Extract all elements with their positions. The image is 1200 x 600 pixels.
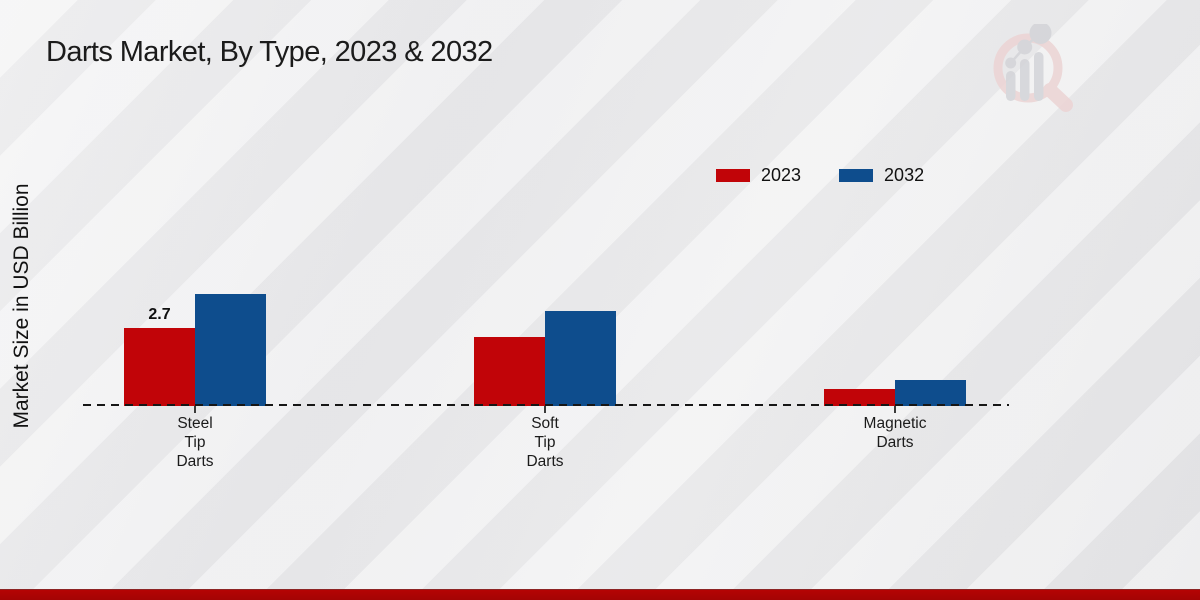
bar-2023-steel-tip-darts [124, 328, 195, 406]
bar-2023-soft-tip-darts [474, 336, 545, 406]
category-label-steel-tip-darts: Steel Tip Darts [176, 415, 214, 470]
x-axis-baseline [83, 404, 1009, 406]
bar-2032-soft-tip-darts [545, 310, 616, 406]
x-axis-tick-magnetic-darts [894, 406, 896, 413]
footer-red-bar [0, 589, 1200, 600]
legend-swatch-2023 [716, 169, 750, 182]
bar-value-label-2023-steel-tip-darts: 2.7 [148, 306, 171, 324]
logo-trend-line-icon [1005, 24, 1052, 69]
legend-swatch-2032 [839, 169, 874, 182]
category-label-soft-tip-darts: Soft Tip Darts [526, 415, 564, 470]
logo-bars-icon [1006, 52, 1044, 101]
x-axis-tick-steel-tip-darts [194, 406, 196, 413]
legend: 2023 2032 [716, 165, 924, 186]
legend-item-2023: 2023 [716, 165, 801, 186]
category-label-magnetic-darts: Magnetic Darts [863, 415, 927, 451]
legend-label-2032: 2032 [884, 165, 925, 185]
x-axis-tick-soft-tip-darts [544, 406, 546, 413]
magnifier-handle-icon [1043, 83, 1073, 112]
market-research-magnifier-logo-watermark [993, 24, 1073, 112]
legend-label-2023: 2023 [761, 165, 802, 185]
bar-2032-magnetic-darts [895, 380, 966, 406]
chart-title: Darts Market, By Type, 2023 & 2032 [46, 36, 493, 68]
bar-2032-steel-tip-darts [195, 293, 266, 406]
bar-2023-magnetic-darts [824, 388, 895, 406]
legend-item-2032: 2032 [839, 165, 924, 186]
